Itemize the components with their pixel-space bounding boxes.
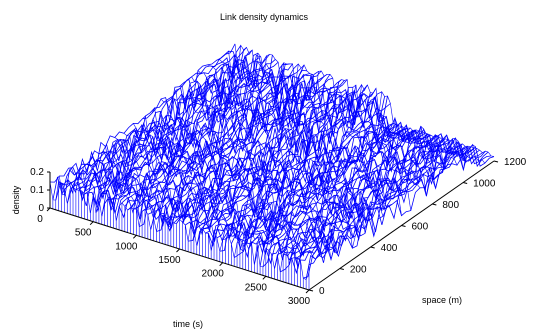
- x-ticks: 0 500 1000 1500 2000 2500 3000: [37, 207, 311, 307]
- surface-space-line: [197, 70, 458, 173]
- x-tick-mark: [132, 234, 137, 239]
- surface-space-line: [179, 85, 439, 189]
- surface-plot: [49, 43, 495, 290]
- surface-time-line: [308, 146, 495, 265]
- surface-space-line: [123, 130, 384, 223]
- y-tick-label: 1200: [504, 157, 527, 168]
- surface-space-line: [234, 43, 495, 157]
- y-tick-label: 0: [319, 286, 325, 297]
- x-tick-mark: [89, 221, 94, 226]
- y-tick-mark: [493, 160, 499, 163]
- y-tick-label: 200: [350, 265, 367, 276]
- y-tick-mark: [401, 225, 406, 227]
- x-axis-label: time (s): [173, 319, 203, 329]
- surface-space-line: [77, 163, 338, 260]
- surface-space-line: [59, 175, 319, 268]
- x-tick-mark: [176, 248, 180, 253]
- y-ticks: 0 200 400 600 800 1000 1200: [308, 157, 527, 297]
- y-tick-mark: [339, 268, 344, 270]
- y-tick-label: 400: [381, 243, 398, 254]
- surface-space-line: [170, 89, 430, 197]
- x-tick-label: 0: [37, 214, 43, 225]
- z-axis-label: density: [11, 185, 21, 214]
- z-tick-label: 0.2: [30, 167, 44, 178]
- y-tick-mark: [463, 182, 468, 184]
- chart-title: Link density dynamics: [220, 12, 309, 22]
- y-tick-mark: [308, 289, 314, 292]
- x-tick-label: 2000: [202, 269, 225, 280]
- y-axis-label: space (m): [422, 295, 462, 305]
- z-tick-label: 0.1: [30, 185, 44, 196]
- y-tick-label: 1000: [473, 179, 496, 190]
- x-tick-label: 1500: [158, 255, 181, 266]
- surface-space-line: [151, 107, 412, 211]
- x-tick-mark: [262, 275, 267, 280]
- surface-space-line: [68, 167, 328, 254]
- x-tick-label: 3000: [288, 296, 311, 307]
- z-ticks: 0 0.1 0.2: [30, 167, 50, 214]
- surface-space-line: [188, 76, 449, 180]
- x-tick-label: 2500: [245, 282, 268, 293]
- y-tick-mark: [370, 246, 375, 249]
- y-tick-label: 800: [442, 200, 459, 211]
- y-tick-label: 600: [412, 222, 429, 233]
- surface-space-line: [160, 98, 421, 196]
- x-tick-label: 500: [75, 228, 92, 239]
- y-tick-mark: [432, 203, 437, 206]
- x-tick-mark: [305, 289, 310, 294]
- surface-space-line: [86, 156, 347, 254]
- surface-space-line: [207, 64, 467, 170]
- surface-space-line: [225, 50, 486, 164]
- z-tick-label: 0: [38, 203, 44, 214]
- x-tick-mark: [219, 262, 224, 267]
- x-tick-label: 1000: [115, 241, 138, 252]
